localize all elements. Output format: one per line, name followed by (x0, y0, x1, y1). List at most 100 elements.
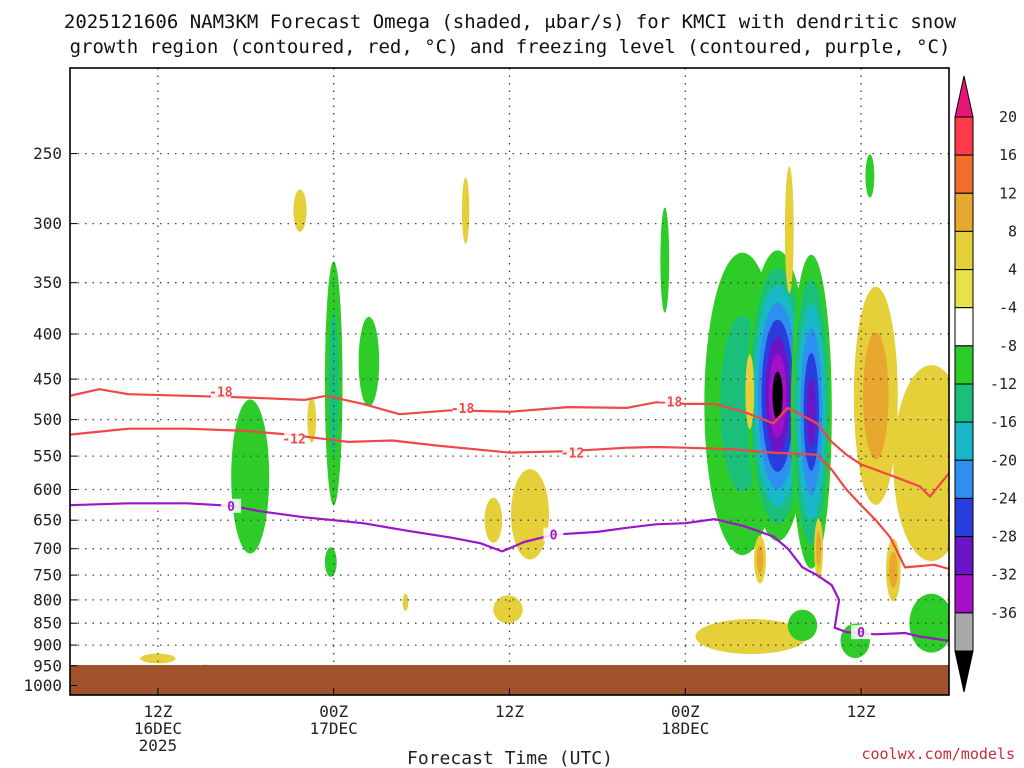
omega-blob-11-level-0 (140, 653, 176, 664)
contour-label-0-0: -18 (209, 386, 233, 401)
contour-label-2-2: 0 (857, 626, 865, 641)
contour-label-bg-2-2 (851, 625, 872, 640)
omega-blob-26-level-0 (909, 593, 949, 653)
omega-blob-1-level-0 (461, 177, 470, 244)
omega-blob-6-level-0 (324, 547, 337, 577)
colorbar-label-10: -24 (990, 489, 1017, 507)
omega-blob-24-level-0 (787, 609, 818, 642)
y-tick-label-800: 800 (33, 590, 62, 609)
y-tick-label-350: 350 (33, 273, 62, 292)
omega-blob-4-level-0 (307, 396, 317, 443)
colorbar-label-0: 20 (999, 108, 1017, 126)
colorbar-segment-6 (954, 345, 974, 385)
colorbar-label-4: 4 (1008, 261, 1017, 279)
contour-label-bg-2-1 (543, 527, 564, 542)
colorbar-label-6: -8 (999, 337, 1017, 355)
colorbar-segment-7 (954, 383, 974, 423)
y-tick-label-1000: 1000 (23, 676, 62, 695)
colorbar-segment-2 (954, 192, 974, 232)
contour-label-bg-1-0 (284, 431, 305, 446)
y-tick-label-750: 750 (33, 566, 62, 585)
omega-blob-5-level-0 (358, 316, 380, 407)
omega-blob-10-level-0 (493, 595, 523, 624)
chart-title-line1: 2025121606 NAM3KM Forecast Omega (shaded… (64, 11, 957, 33)
colorbar-top-arrow (954, 75, 974, 118)
y-tick-label-400: 400 (33, 325, 62, 344)
y-tick-label-550: 550 (33, 447, 62, 466)
colorbar-segment-0 (954, 116, 974, 156)
x-axis-title: Forecast Time (UTC) (407, 748, 613, 768)
contour-label-bg-0-1 (452, 400, 473, 415)
omega-blob-20-level-0 (893, 365, 949, 562)
omega-blob-7-level-0 (402, 593, 409, 611)
omega-blob-21-level-0 (745, 354, 755, 429)
colorbar-segment-4 (954, 269, 974, 309)
colorbar-label-7: -12 (990, 375, 1017, 393)
omega-blob-8-level-0 (484, 497, 503, 543)
colorbar-label-12: -32 (990, 566, 1017, 584)
omega-blob-9-level-0 (511, 469, 549, 560)
colorbar-label-11: -28 (990, 528, 1017, 546)
colorbar-label-2: 12 (999, 184, 1017, 202)
colorbar-label-9: -20 (990, 451, 1017, 469)
omega-blob-23-level-1 (816, 531, 822, 567)
omega-blob-25-level-1 (889, 551, 898, 589)
colorbar-segment-11 (954, 536, 974, 576)
omega-blob-19-level-1 (863, 332, 889, 460)
x-tick-label-30-1: 12Z (495, 702, 524, 721)
contour-label-1-0: -12 (282, 432, 305, 447)
colorbar-label-1: 16 (999, 146, 1017, 164)
contour-label-bg-0-0 (210, 384, 231, 399)
temperature-contours: -18 -18 -18 -12 -12 0 0 0 (70, 384, 949, 675)
x-tick-label-54-1: 12Z (847, 702, 876, 721)
omega-blob-18-level-0 (865, 154, 875, 198)
omega-blob-0-level-0 (293, 189, 307, 232)
y-tick-label-250: 250 (33, 144, 62, 163)
omega-shading (140, 154, 949, 664)
omega-blob-2-level-0 (231, 399, 270, 554)
contour-label-1-1: -12 (561, 447, 584, 462)
y-tick-label-950: 950 (33, 656, 62, 675)
colorbar-label-3: 8 (1008, 222, 1017, 240)
contour-line--18-0 (70, 388, 949, 498)
x-tick-label-6-1: 12Z (143, 702, 172, 721)
y-tick-label-500: 500 (33, 410, 62, 429)
y-tick-label-450: 450 (33, 370, 62, 389)
y-tick-label-600: 600 (33, 480, 62, 499)
chart-title-line2: growth region (contoured, red, °C) and f… (70, 36, 951, 58)
x-tick-label-6-2: 16DEC (134, 719, 182, 738)
contour-line-0-2 (70, 502, 949, 642)
credit-label: coolwx.com/models (861, 745, 1015, 763)
x-tick-label-18-2: 17DEC (310, 719, 358, 738)
y-axis-ticks: 250 300 350 400 450 500 550 600 650 700 750 800 850 9… (23, 144, 77, 695)
colorbar-segment-8 (954, 421, 974, 461)
omega-blob-22-level-1 (756, 545, 764, 574)
colorbar-segment-1 (954, 154, 974, 194)
omega-blob-13-level-0 (660, 207, 670, 313)
x-tick-label-18-1: 00Z (319, 702, 348, 721)
omega-blob-15-level-7 (772, 371, 783, 420)
plot-content: -18 -18 -18 -12 -12 0 0 0 (70, 68, 949, 695)
y-tick-label-900: 900 (33, 636, 62, 655)
colorbar-segment-9 (954, 459, 974, 499)
omega-blob-16-level-0 (784, 166, 794, 294)
x-tick-label-6-3: 2025 (139, 736, 178, 755)
x-tick-label-42-1: 00Z (671, 702, 700, 721)
y-tick-label-650: 650 (33, 511, 62, 530)
contour-label-2-1: 0 (550, 529, 558, 544)
colorbar-segment-5 (954, 307, 974, 347)
colorbar-segment-10 (954, 497, 974, 537)
contour-label-0-1: -18 (451, 402, 475, 417)
omega-blob-17-level-5 (806, 377, 816, 447)
contour-label-2-0: 0 (227, 500, 235, 515)
y-tick-label-850: 850 (33, 614, 62, 633)
colorbar-label-8: -16 (990, 413, 1017, 431)
colorbar-label-5: -4 (999, 299, 1017, 317)
x-tick-label-42-2: 18DEC (661, 719, 709, 738)
contour-label-bg-2-0 (221, 498, 242, 513)
colorbar-label-13: -36 (990, 604, 1017, 622)
contour-label-bg-1-1 (562, 445, 583, 460)
colorbar-segment-3 (954, 230, 974, 270)
